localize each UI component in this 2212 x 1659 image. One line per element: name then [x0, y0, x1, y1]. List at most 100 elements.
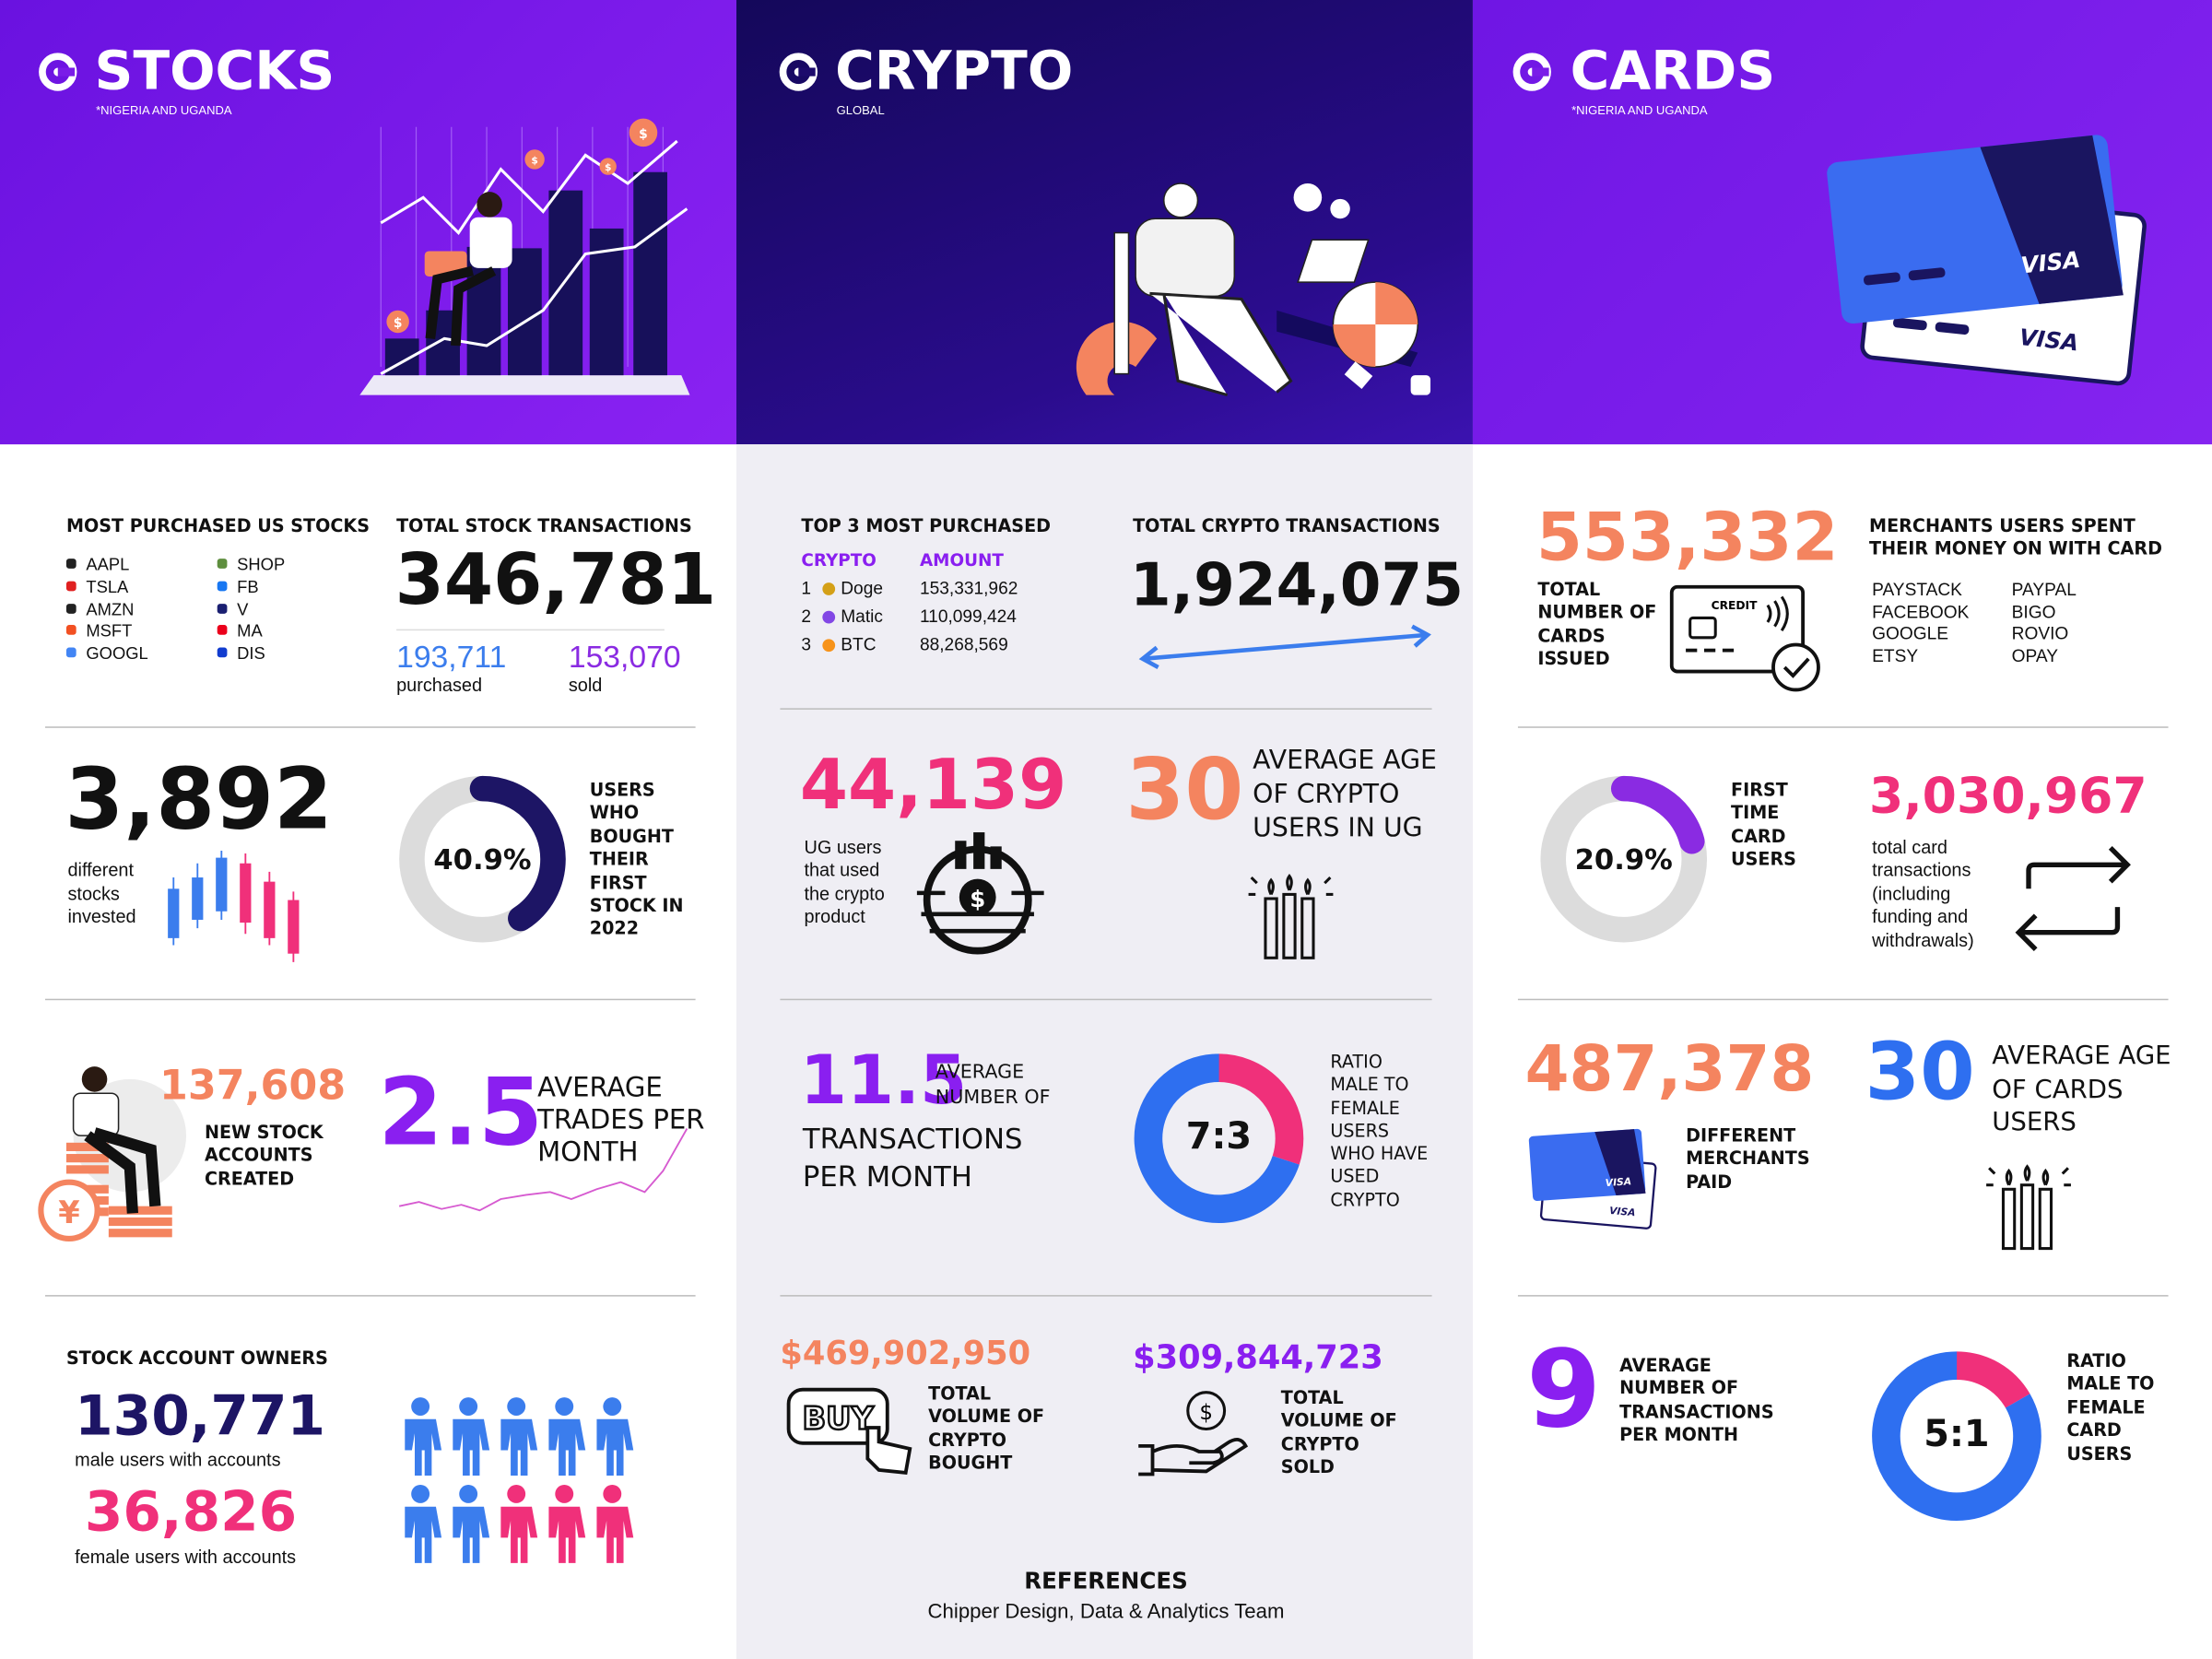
person-head	[603, 1484, 622, 1503]
caption: TRANSACTIONS PER MONTH	[802, 1121, 1023, 1194]
rank: 1	[801, 578, 812, 598]
heading: MERCHANTS USERS SPENT THEIR MONEY ON WIT…	[1869, 514, 2162, 559]
card-label: CREDIT	[1712, 599, 1758, 612]
big-number: 11.5	[799, 1041, 968, 1121]
big-number: 130,771	[75, 1385, 326, 1449]
big-number: 553,332	[1535, 499, 1839, 578]
person-body	[453, 1506, 490, 1563]
stat-label: male users with accounts	[75, 1448, 281, 1470]
donut	[1540, 775, 1708, 943]
table-header: AMOUNT	[919, 549, 1004, 571]
trend-illustration	[398, 1128, 688, 1212]
donut-label: 7:3	[1185, 1115, 1253, 1159]
stock-item: SHOP	[237, 554, 286, 574]
big-number: 3,030,967	[1869, 769, 2147, 826]
divider	[1517, 998, 2169, 1001]
card-brand: VISA	[2018, 324, 2079, 357]
section-title: CRYPTO	[835, 39, 1074, 102]
logo	[779, 53, 818, 91]
coin-name: BTC	[841, 634, 877, 655]
caption: USERS WHO BOUGHT THEIR FIRST STOCK IN 20…	[589, 778, 684, 939]
big-number: 487,378	[1524, 1030, 1815, 1106]
person-body	[453, 1418, 490, 1477]
coin-icon	[822, 610, 836, 624]
person-head	[555, 1484, 574, 1503]
logo	[39, 53, 77, 91]
caption: RATIO MALE TO FEMALE CARD USERS	[2066, 1349, 2155, 1465]
donut-arc	[399, 775, 566, 943]
card-brand: VISA	[1609, 1205, 1636, 1218]
person-head	[507, 1484, 526, 1503]
logo	[1512, 53, 1551, 91]
big-number: 30	[1865, 1027, 1975, 1119]
person-head	[603, 1397, 622, 1416]
stock-icon	[65, 603, 76, 614]
candles-illustration	[1248, 873, 1334, 959]
coin-amount: 110,099,424	[919, 606, 1017, 627]
merchant-item: GOOGLE	[1872, 623, 1949, 644]
stat-label: total card transactions (including fundi…	[1872, 836, 1974, 951]
candles-illustration	[1986, 1164, 2071, 1251]
section-title: CARDS	[1570, 39, 1776, 102]
buy-illustration: BUY	[786, 1387, 912, 1476]
stock-icon	[217, 647, 228, 658]
references-title: REFERENCES	[1024, 1567, 1188, 1594]
heading: TOP 3 MOST PURCHASED	[801, 514, 1052, 536]
card-brand: VISA	[2019, 246, 2081, 279]
heading: TOTAL STOCK TRANSACTIONS	[396, 514, 692, 536]
exchange-illustration	[2015, 846, 2131, 951]
merchant-item: OPAY	[2011, 645, 2058, 666]
person-body	[500, 1418, 538, 1477]
donut-label: 40.9%	[433, 841, 532, 877]
stock-item: AAPL	[86, 554, 130, 574]
coin-icon	[822, 582, 836, 595]
merchant-item: PAYSTACK	[1872, 580, 1962, 600]
coin-icon	[822, 639, 836, 653]
coin-symbol: $	[970, 886, 985, 912]
stat-number: 193,711	[396, 639, 507, 675]
big-number: 36,826	[84, 1481, 298, 1546]
divider	[44, 1295, 696, 1297]
donut	[399, 775, 566, 943]
donut-label: 20.9%	[1574, 841, 1673, 877]
stock-item: TSLA	[86, 576, 129, 597]
caption: AVERAGE NUMBER OF TRANSACTIONS PER MONTH	[1619, 1354, 1774, 1445]
caption: TOTAL NUMBER OF CARDS ISSUED	[1537, 578, 1657, 669]
stat-label: different stocks invested	[67, 859, 136, 927]
person-body	[548, 1506, 586, 1563]
coin-name: Doge	[841, 578, 883, 598]
caption: AVERAGE AGE OF CARDS USERS	[1992, 1041, 2171, 1137]
big-number: 30	[1125, 740, 1244, 840]
donut	[1872, 1351, 2041, 1522]
big-number: $469,902,950	[780, 1335, 1031, 1373]
merchant-item: ETSY	[1872, 645, 1919, 666]
cards-illustration: VISA VISA	[1827, 135, 2147, 386]
divider	[780, 1295, 1432, 1297]
crypto-body-bg	[735, 444, 1473, 1659]
button-text: BUY	[803, 1401, 875, 1437]
caption: AVERAGE TRADES PER MONTH	[537, 1072, 705, 1169]
card-brand: VISA	[1605, 1175, 1631, 1189]
donut	[1134, 1053, 1304, 1224]
arrow-illustration	[1138, 624, 1431, 669]
donut-arc	[1872, 1351, 2041, 1522]
section-subtitle: *NIGERIA AND UGANDA	[96, 102, 232, 118]
person-head	[459, 1484, 478, 1503]
divider	[780, 998, 1432, 1001]
svg-text:¥: ¥	[58, 1194, 80, 1230]
stock-icon	[65, 559, 76, 569]
caption: TOTAL VOLUME OF CRYPTO BOUGHT	[928, 1382, 1045, 1474]
stock-item: FB	[237, 576, 259, 597]
caption: NEW STOCK ACCOUNTS CREATED	[204, 1121, 324, 1190]
coin-symbol: $	[605, 161, 611, 173]
references-text: Chipper Design, Data & Analytics Team	[927, 1601, 1285, 1624]
person-head	[555, 1397, 574, 1416]
person-body	[405, 1418, 442, 1477]
investor-illustration: ¥	[38, 1066, 187, 1241]
big-number: 346,781	[394, 538, 717, 621]
person-body	[548, 1418, 586, 1477]
donut-label: 5:1	[1924, 1413, 1990, 1456]
heading: TOTAL CRYPTO TRANSACTIONS	[1133, 514, 1441, 536]
stock-icon	[65, 647, 76, 658]
